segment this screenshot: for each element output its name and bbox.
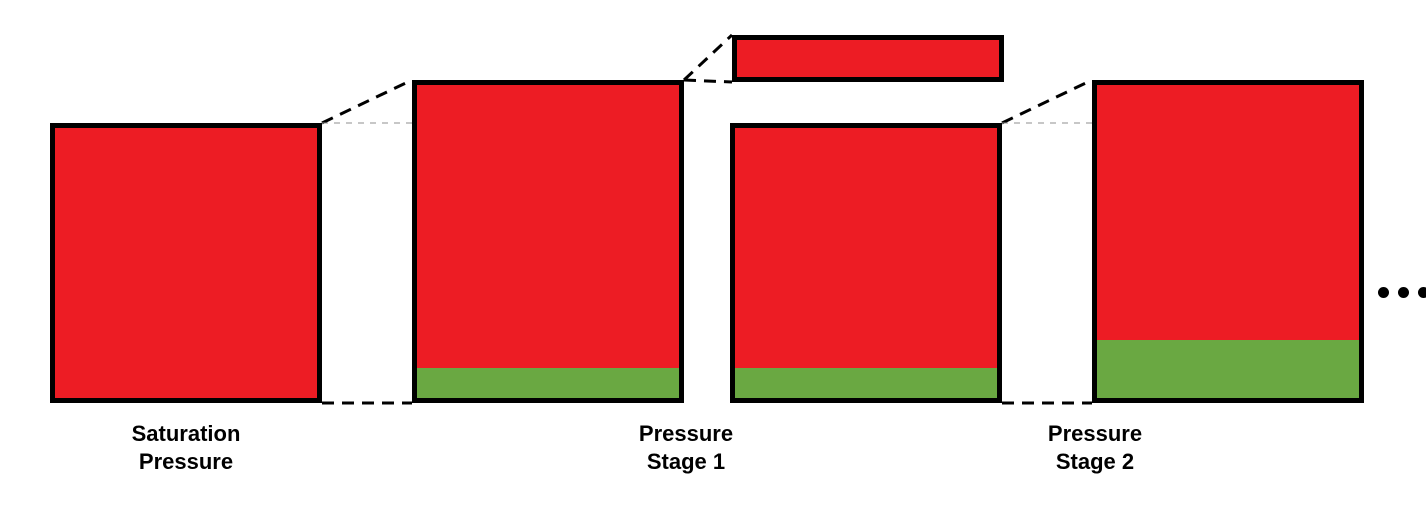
box-stage1-reduced [730, 123, 1002, 403]
label-stage2-line2: Stage 2 [1056, 448, 1134, 476]
label-saturation: Saturation Pressure [36, 420, 336, 476]
label-stage1-line1: Pressure [639, 420, 733, 448]
ellipsis-dot-1 [1378, 287, 1389, 298]
box-stage1-expanded [412, 80, 684, 403]
label-stage1: Pressure Stage 1 [536, 420, 836, 476]
label-saturation-line1: Saturation [132, 420, 241, 448]
label-stage2-line1: Pressure [1048, 420, 1142, 448]
box-stage2-expanded [1092, 80, 1364, 403]
diagram-canvas: Saturation Pressure Pressure Stage 1 Pre… [0, 0, 1426, 515]
label-stage2: Pressure Stage 2 [945, 420, 1245, 476]
green-fill-stage2-expanded [1097, 340, 1359, 398]
box-saturation [50, 123, 322, 403]
ellipsis-dot-3 [1418, 287, 1426, 298]
label-saturation-line2: Pressure [139, 448, 233, 476]
ellipsis-dot-2 [1398, 287, 1409, 298]
green-fill-stage1-reduced [735, 368, 997, 398]
box-expelled-gas-1 [732, 35, 1004, 82]
label-stage1-line2: Stage 1 [647, 448, 725, 476]
ellipsis-icon [1378, 287, 1426, 298]
green-fill-stage1-expanded [417, 368, 679, 398]
